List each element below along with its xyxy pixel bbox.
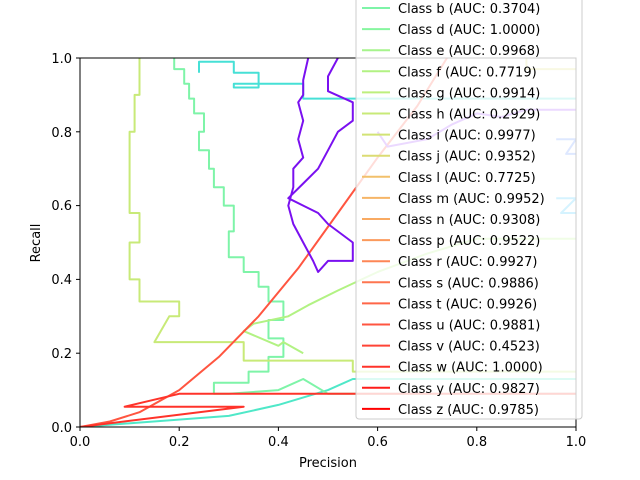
y-tick-label: 0.8 [51, 126, 72, 141]
x-tick-label: 0.6 [367, 435, 388, 450]
legend-label: Class u (AUC: 0.9881) [398, 319, 540, 334]
legend-label: Class p (AUC: 0.9522) [398, 234, 540, 249]
legend-label: Class n (AUC: 0.9308) [398, 213, 540, 228]
series-line [80, 392, 576, 427]
y-tick-label: 0.4 [51, 273, 72, 288]
legend-label: Class l (AUC: 0.7725) [398, 171, 536, 186]
legend: Class b (AUC: 0.3704) Class d (AUC: 1.000… [355, 0, 583, 420]
legend-label: Class d (AUC: 1.0000) [398, 23, 540, 38]
legend-label: Class y (AUC: 0.9827) [398, 382, 540, 397]
legend-box [355, 0, 583, 420]
legend-label: Class s (AUC: 0.9886) [398, 276, 539, 291]
legend-label: Class t (AUC: 0.9926) [398, 297, 537, 312]
y-tick-label: 0.0 [51, 421, 72, 436]
y-tick-label: 1.0 [51, 52, 72, 67]
series-line [287, 58, 354, 273]
legend-label: Class h (AUC: 0.2929) [398, 108, 540, 123]
legend-label: Class w (AUC: 1.0000) [398, 361, 543, 376]
legend-label: Class z (AUC: 0.9785) [398, 403, 539, 418]
y-axis-label: Recall [29, 224, 44, 263]
legend-label: Class g (AUC: 0.9914) [398, 86, 540, 101]
legend-label: Class e (AUC: 0.9968) [398, 44, 540, 59]
legend-label: Class j (AUC: 0.9352) [398, 150, 536, 165]
y-tick-label: 0.2 [51, 347, 72, 362]
legend-label: Class f (AUC: 0.7719) [398, 65, 537, 80]
x-tick-label: 0.0 [70, 435, 91, 450]
legend-label: Class v (AUC: 0.4523) [398, 340, 540, 355]
legend-label: Class i (AUC: 0.9977) [398, 129, 536, 144]
series-line [128, 58, 576, 373]
x-axis: 0.0 0.2 0.4 0.6 0.8 1.0 Precision [70, 427, 587, 471]
legend-label: Class b (AUC: 0.3704) [398, 2, 540, 17]
y-axis: 0.0 0.2 0.4 0.6 0.8 1.0 Recall [29, 52, 80, 436]
legend-label: Class r (AUC: 0.9927) [398, 255, 537, 270]
x-axis-label: Precision [299, 456, 357, 471]
x-tick-label: 0.4 [268, 435, 289, 450]
series-line [173, 58, 576, 395]
y-tick-label: 0.6 [51, 199, 72, 214]
x-tick-label: 1.0 [566, 435, 587, 450]
x-tick-label: 0.2 [169, 435, 190, 450]
legend-label: Class m (AUC: 0.9952) [398, 192, 545, 207]
x-tick-label: 0.8 [466, 435, 487, 450]
